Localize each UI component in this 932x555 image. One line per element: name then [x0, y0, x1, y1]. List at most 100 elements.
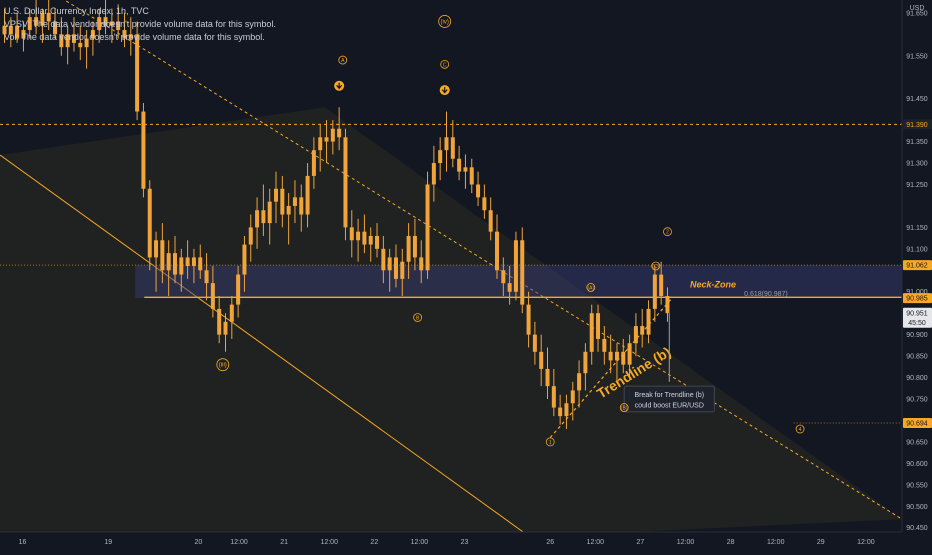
trendline-b	[549, 297, 673, 439]
candle	[166, 240, 171, 297]
candle-body	[59, 34, 64, 48]
candle	[444, 111, 449, 172]
candle	[583, 343, 588, 391]
wave-label-text: B	[416, 315, 420, 321]
candle-body	[299, 197, 304, 215]
candle-body	[520, 240, 525, 305]
wave-label: 2	[663, 227, 672, 237]
candle-body	[198, 257, 203, 271]
x-tick-label: 12:00	[230, 539, 248, 546]
wave-label-circle	[586, 283, 596, 292]
candle	[640, 308, 645, 348]
volume-notice: Vol: The data vendor doesn't provide vol…	[4, 32, 265, 42]
candle	[589, 304, 594, 365]
candle	[34, 0, 39, 35]
candle-body	[627, 343, 632, 365]
channel-upper-line	[63, 0, 903, 520]
candle-body	[476, 184, 481, 198]
candle-body	[532, 334, 537, 352]
candle-body	[589, 313, 594, 352]
candle	[438, 137, 443, 181]
candle	[179, 248, 184, 292]
candle	[627, 334, 632, 378]
candle	[229, 296, 234, 339]
candle-body	[356, 231, 361, 241]
candle	[368, 227, 373, 262]
y-tick-label: 90.750	[906, 397, 928, 404]
candle	[40, 8, 45, 43]
candle	[128, 17, 133, 56]
candle	[8, 17, 13, 48]
candle	[172, 235, 177, 284]
y-tick-label: 90.900	[906, 332, 928, 339]
candle-body	[558, 407, 563, 417]
candle-body	[501, 270, 506, 284]
wave-label-circle	[440, 59, 450, 69]
candle-body	[274, 188, 279, 202]
candle-body	[191, 257, 196, 266]
candle	[210, 266, 215, 318]
candle	[476, 171, 481, 206]
candle	[15, 12, 20, 43]
candle	[520, 227, 525, 314]
wave-label-text: (B)	[621, 406, 628, 412]
candle-body	[488, 210, 493, 232]
wave-label-circle	[413, 313, 423, 322]
down-arrow-glyph	[441, 87, 448, 94]
price-tag: 90.985	[903, 293, 932, 304]
candle	[84, 30, 89, 69]
y-tick-label: 90.500	[906, 504, 928, 511]
candle	[564, 394, 569, 430]
candle	[457, 145, 462, 181]
candle-body	[444, 137, 449, 151]
candle	[65, 25, 70, 65]
candle	[412, 218, 417, 271]
candle-body	[166, 253, 171, 271]
candle	[280, 175, 285, 228]
note-box	[623, 385, 715, 413]
candle-body	[469, 167, 474, 185]
x-tick-label: 19	[104, 539, 112, 546]
candle	[255, 197, 260, 249]
y-tick-label: 91.250	[906, 182, 928, 189]
candle	[343, 128, 348, 241]
candle	[116, 4, 121, 39]
candle-body	[8, 25, 13, 35]
candle-body	[425, 184, 430, 271]
candle-body	[564, 403, 569, 417]
candle	[570, 381, 575, 421]
wave-label-text: 2	[666, 230, 669, 236]
candle	[135, 21, 140, 121]
candle-body	[128, 34, 133, 39]
candle-body	[210, 283, 215, 309]
candle-body	[406, 235, 411, 262]
y-tick-label: 90.850	[906, 354, 928, 361]
candle	[652, 266, 657, 322]
wave-label-circle	[216, 358, 230, 372]
candle-body	[652, 274, 657, 309]
down-arrow-icon	[334, 80, 345, 91]
wave-label-text: C	[443, 62, 447, 68]
candle	[78, 25, 83, 61]
candle	[659, 261, 664, 305]
candle-body	[311, 150, 316, 176]
candle-body	[419, 257, 424, 271]
candle	[248, 214, 253, 262]
candle	[539, 334, 544, 387]
candle-body	[292, 197, 297, 206]
candle	[217, 296, 222, 344]
candle-body	[343, 137, 348, 228]
price-tag: 90.694	[903, 418, 932, 429]
candle-body	[65, 34, 70, 48]
candle-body	[633, 326, 638, 344]
candle	[299, 184, 304, 232]
candle	[242, 235, 247, 292]
candle	[526, 291, 531, 348]
candle	[463, 154, 468, 189]
price-tag-box	[903, 418, 932, 429]
candle-body	[551, 386, 556, 408]
candle-body	[305, 175, 310, 215]
